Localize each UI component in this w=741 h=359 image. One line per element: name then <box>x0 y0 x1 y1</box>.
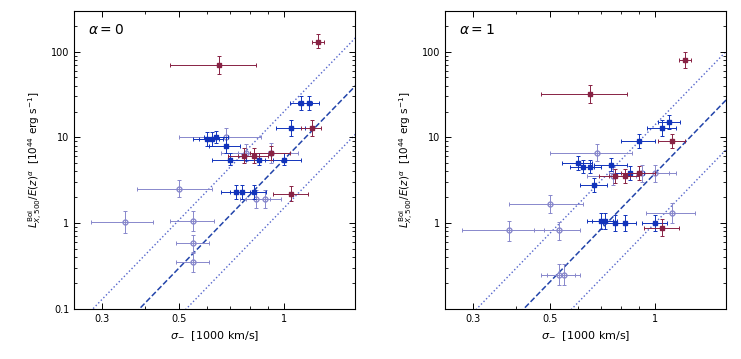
Text: $\alpha=0$: $\alpha=0$ <box>88 23 124 37</box>
Y-axis label: $L^{\rm Bol}_{X,500}/E(z)^{\alpha}$  [$10^{44}$ erg s$^{-1}$]: $L^{\rm Bol}_{X,500}/E(z)^{\alpha}$ [$10… <box>398 92 416 228</box>
X-axis label: $\sigma_{-}$  [1000 km/s]: $\sigma_{-}$ [1000 km/s] <box>170 329 259 343</box>
Y-axis label: $L^{\rm Bol}_{X,500}/E(z)^{\alpha}$  [$10^{44}$ erg s$^{-1}$]: $L^{\rm Bol}_{X,500}/E(z)^{\alpha}$ [$10… <box>27 92 45 228</box>
X-axis label: $\sigma_{-}$  [1000 km/s]: $\sigma_{-}$ [1000 km/s] <box>541 329 631 343</box>
Text: $\alpha=1$: $\alpha=1$ <box>459 23 495 37</box>
